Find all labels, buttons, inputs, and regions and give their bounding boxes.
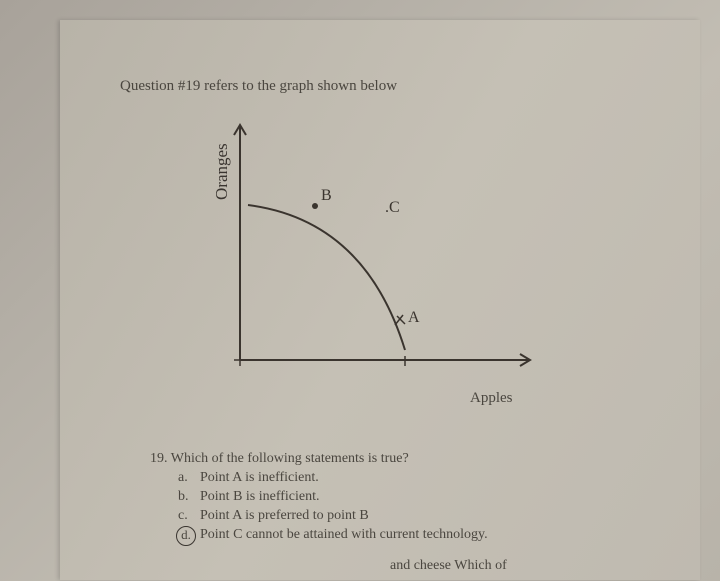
point-a-mark <box>395 315 405 325</box>
y-axis-label: Oranges <box>212 143 232 200</box>
cutoff-text: and cheese Which of <box>390 558 507 574</box>
question-number: 19. <box>150 451 168 466</box>
x-axis-label: Apples <box>470 390 513 407</box>
option-a-text: Point A is inefficient. <box>200 469 319 488</box>
option-c-letter: c. <box>178 507 200 526</box>
option-b: b. Point B is inefficient. <box>178 488 488 507</box>
option-a-letter: a. <box>178 469 200 488</box>
point-a-label: A <box>408 309 420 326</box>
option-b-text: Point B is inefficient. <box>200 488 320 507</box>
question-prompt: Question #19 refers to the graph shown b… <box>120 78 397 95</box>
question-19: 19. Which of the following statements is… <box>150 450 488 546</box>
point-b-label: B <box>321 187 332 204</box>
option-c: c. Point A is preferred to point B <box>178 507 488 526</box>
ppf-graph: Oranges B .C A Apples <box>170 110 550 410</box>
ppf-curve <box>248 205 405 350</box>
question-stem-row: 19. Which of the following statements is… <box>150 450 488 469</box>
option-d-letter-circled: d. <box>176 526 196 546</box>
option-d-text: Point C cannot be attained with current … <box>200 526 488 545</box>
option-d: d. Point C cannot be attained with curre… <box>178 526 488 546</box>
question-stem: Which of the following statements is tru… <box>171 451 409 466</box>
origin-mark <box>234 354 246 366</box>
point-c-label: .C <box>385 199 400 216</box>
point-b-dot <box>312 203 318 209</box>
option-a: a. Point A is inefficient. <box>178 469 488 488</box>
worksheet-paper: Question #19 refers to the graph shown b… <box>60 20 700 580</box>
option-b-letter: b. <box>178 488 200 507</box>
option-c-text: Point A is preferred to point B <box>200 507 369 526</box>
